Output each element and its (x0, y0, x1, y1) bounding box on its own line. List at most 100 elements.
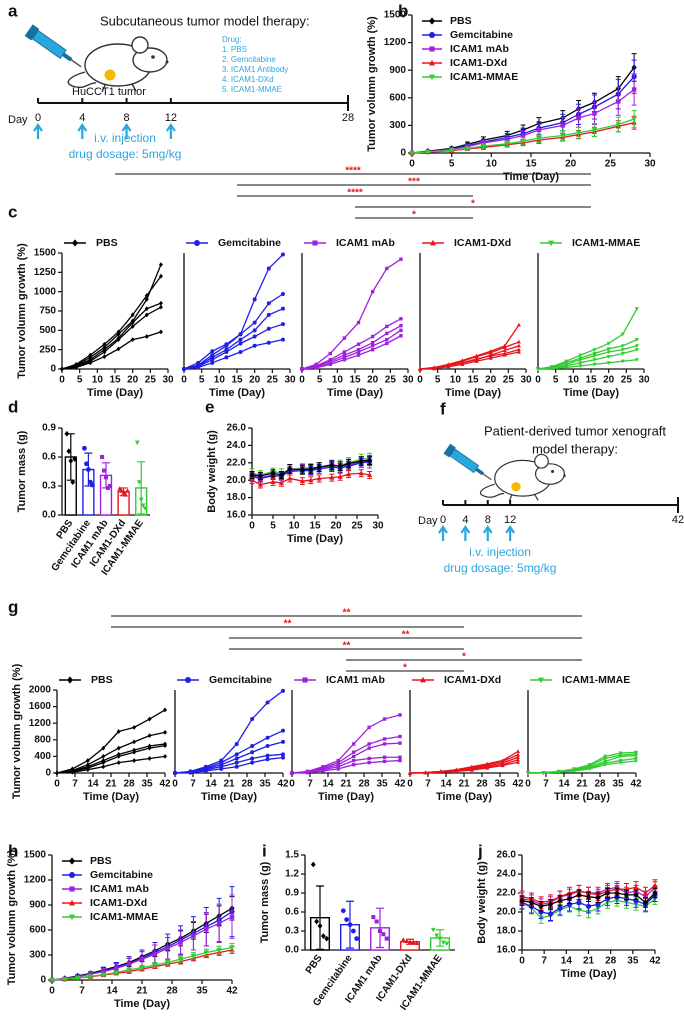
y-axis-label: Tumor volumn growth (%) (6, 849, 18, 985)
marker (385, 324, 389, 329)
marker (130, 312, 135, 318)
marker (603, 756, 608, 761)
panel-label: g (8, 597, 18, 616)
x-tick-label: 25 (503, 375, 515, 386)
x-tick-label: 14 (440, 779, 452, 790)
x-tick-label: 5 (449, 159, 455, 170)
x-tick-label: 35 (196, 986, 208, 997)
data-line (419, 345, 520, 370)
x-axis-label: Time (Day) (436, 791, 492, 803)
significance-label: **** (345, 166, 361, 177)
drug-title: Drug: (222, 35, 242, 44)
marker (280, 252, 285, 257)
x-tick-label: 10 (568, 375, 580, 386)
data-line (61, 275, 162, 370)
marker (342, 355, 347, 360)
marker (163, 729, 167, 735)
marker (633, 891, 639, 899)
marker (516, 749, 520, 754)
x-tick-label: 14 (205, 779, 217, 790)
marker (634, 753, 638, 758)
y-tick-label: 1.5 (285, 850, 299, 861)
marker (385, 266, 389, 271)
x-tick-label: 10 (450, 375, 462, 386)
significance-label: * (403, 663, 407, 674)
marker (634, 307, 639, 311)
marker (316, 475, 322, 481)
x-tick-label: 7 (543, 779, 549, 790)
marker (210, 349, 215, 354)
marker (249, 477, 255, 483)
marker (130, 337, 135, 343)
legend-label: ICAM1 mAb (450, 43, 509, 55)
legend-marker (429, 17, 435, 25)
marker (281, 752, 285, 757)
legend-marker (69, 857, 75, 865)
injection-arrow (482, 525, 493, 541)
significance-label: **** (347, 188, 363, 199)
y-tick-label: 1500 (34, 248, 57, 259)
x-tick-label: 20 (485, 375, 497, 386)
x-tick-label: 42 (649, 956, 661, 967)
injection-arrow (165, 123, 176, 139)
x-axis-label: Time (Day) (87, 387, 143, 399)
marker (547, 901, 554, 908)
marker (592, 358, 597, 362)
marker (252, 297, 257, 302)
marker (444, 941, 450, 947)
x-tick-label: 35 (259, 779, 271, 790)
marker (340, 908, 346, 914)
marker (516, 752, 520, 757)
x-tick-label: 42 (512, 779, 524, 790)
marker (82, 445, 87, 451)
x-tick-label: 28 (166, 986, 178, 997)
marker (620, 332, 625, 337)
marker (64, 430, 70, 437)
marker (158, 262, 163, 267)
x-tick-label: 0 (172, 779, 178, 790)
marker (370, 334, 375, 339)
legend-label: PBS (90, 855, 112, 867)
marker (408, 770, 412, 775)
legend-label: PBS (450, 15, 472, 27)
significance-label: * (471, 199, 475, 210)
marker (502, 352, 507, 357)
drug-item: 5. ICAM1-MMAE (222, 85, 282, 94)
legend-label: ICAM1-MMAE (90, 911, 158, 923)
marker (350, 928, 356, 934)
y-tick-label: 1600 (29, 701, 52, 712)
x-tick-label: 0 (417, 375, 423, 386)
marker (557, 905, 563, 911)
marker (270, 470, 276, 477)
marker (352, 750, 356, 754)
marker (446, 364, 451, 369)
marker (367, 457, 373, 464)
y-axis-label: Body weight (g) (476, 861, 488, 944)
marker (280, 291, 285, 296)
data-line (56, 709, 166, 774)
marker (385, 331, 389, 336)
dosage-label: drug dosage: 5mg/kg (69, 147, 182, 161)
marker (642, 899, 649, 906)
marker (464, 146, 471, 152)
marker (324, 935, 330, 942)
marker (354, 936, 360, 941)
legend-marker (72, 239, 78, 247)
x-tick-label: 5 (553, 375, 559, 386)
marker (299, 478, 305, 484)
x-tick-label: 10 (486, 159, 498, 170)
marker (474, 359, 479, 363)
day-number: 4 (79, 112, 85, 124)
x-tick-label: 0 (49, 986, 55, 997)
y-tick-label: 600 (29, 925, 46, 936)
marker (407, 939, 413, 945)
marker (614, 889, 620, 897)
marker (576, 899, 582, 906)
y-tick-label: 26.0 (227, 423, 247, 434)
marker (595, 901, 601, 908)
day-number: 0 (35, 112, 41, 124)
marker (126, 967, 132, 973)
x-tick-label: 14 (558, 779, 570, 790)
marker (102, 341, 107, 347)
x-tick-label: 21 (105, 779, 117, 790)
